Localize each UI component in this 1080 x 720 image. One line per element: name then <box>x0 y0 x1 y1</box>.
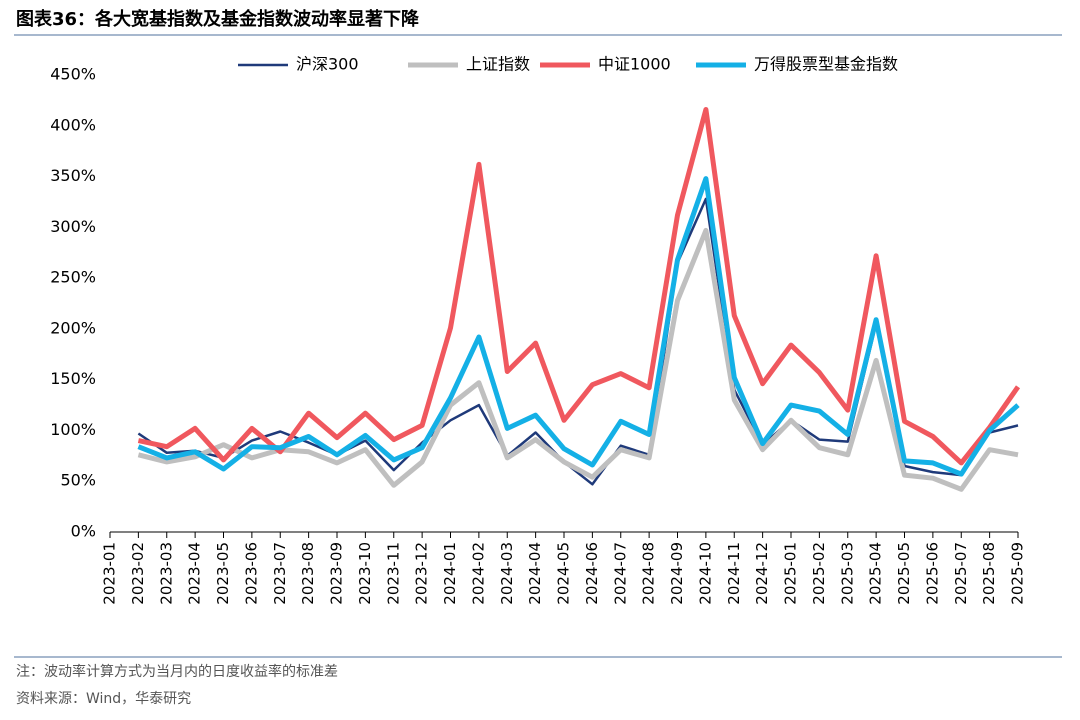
x-tick-label: 2024-11 <box>725 542 743 605</box>
y-tick-label: 350% <box>50 166 96 185</box>
x-tick-label: 2025-02 <box>810 542 828 605</box>
x-tick-label: 2024-01 <box>441 542 459 605</box>
x-tick-label: 2023-01 <box>101 542 119 605</box>
x-tick-label: 2024-10 <box>696 542 714 605</box>
x-tick-label: 2024-09 <box>668 542 686 605</box>
chart-title: 图表36：各大宽基指数及基金指数波动率显著下降 <box>16 8 420 30</box>
x-tick-label: 2024-02 <box>469 542 487 605</box>
x-tick-label: 2024-03 <box>498 542 516 605</box>
series-line <box>137 176 1020 477</box>
x-tick-label: 2023-07 <box>271 542 289 605</box>
x-tick-label: 2025-09 <box>1009 542 1027 605</box>
x-tick-label: 2024-05 <box>555 542 573 605</box>
x-tick-label: 2023-09 <box>328 542 346 605</box>
x-tick-label: 2024-07 <box>611 542 629 605</box>
x-tick-label: 2023-05 <box>214 542 232 605</box>
x-tick-label: 2025-06 <box>923 542 941 605</box>
x-tick-label: 2023-12 <box>413 542 431 605</box>
legend-label: 中证1000 <box>598 55 671 74</box>
x-tick-label: 2025-07 <box>952 542 970 605</box>
x-tick-label: 2024-04 <box>526 542 544 605</box>
x-tick-label: 2023-02 <box>129 542 147 605</box>
x-tick-label: 2025-01 <box>782 542 800 605</box>
y-tick-label: 450% <box>50 65 96 84</box>
legend-label: 万得股票型基金指数 <box>754 55 898 74</box>
y-tick-label: 0% <box>71 522 96 541</box>
x-tick-label: 2023-03 <box>157 542 175 605</box>
y-tick-label: 150% <box>50 369 96 388</box>
y-tick-label: 400% <box>50 115 96 134</box>
x-tick-label: 2024-06 <box>583 542 601 605</box>
x-tick-label: 2023-11 <box>384 542 402 605</box>
x-tick-label: 2023-10 <box>356 542 374 605</box>
source: 资料来源：Wind，华泰研究 <box>16 691 191 707</box>
x-tick-label: 2025-04 <box>867 542 885 605</box>
legend-label: 上证指数 <box>466 55 530 74</box>
legend-label: 沪深300 <box>296 55 359 74</box>
y-tick-label: 50% <box>60 471 96 490</box>
x-tick-label: 2024-12 <box>753 542 771 605</box>
series-line <box>137 227 1019 492</box>
x-tick-label: 2025-03 <box>838 542 856 605</box>
y-tick-label: 100% <box>50 420 96 439</box>
y-tick-label: 250% <box>50 268 96 287</box>
x-tick-label: 2025-08 <box>980 542 998 605</box>
y-tick-label: 200% <box>50 318 96 337</box>
x-tick-label: 2024-08 <box>640 542 658 605</box>
x-tick-label: 2023-04 <box>186 542 204 605</box>
x-tick-label: 2023-08 <box>299 542 317 605</box>
note: 注：波动率计算方式为当月内的日度收益率的标准差 <box>16 663 338 680</box>
x-tick-label: 2023-06 <box>242 542 260 605</box>
x-tick-label: 2025-05 <box>895 542 913 605</box>
y-tick-label: 300% <box>50 217 96 236</box>
